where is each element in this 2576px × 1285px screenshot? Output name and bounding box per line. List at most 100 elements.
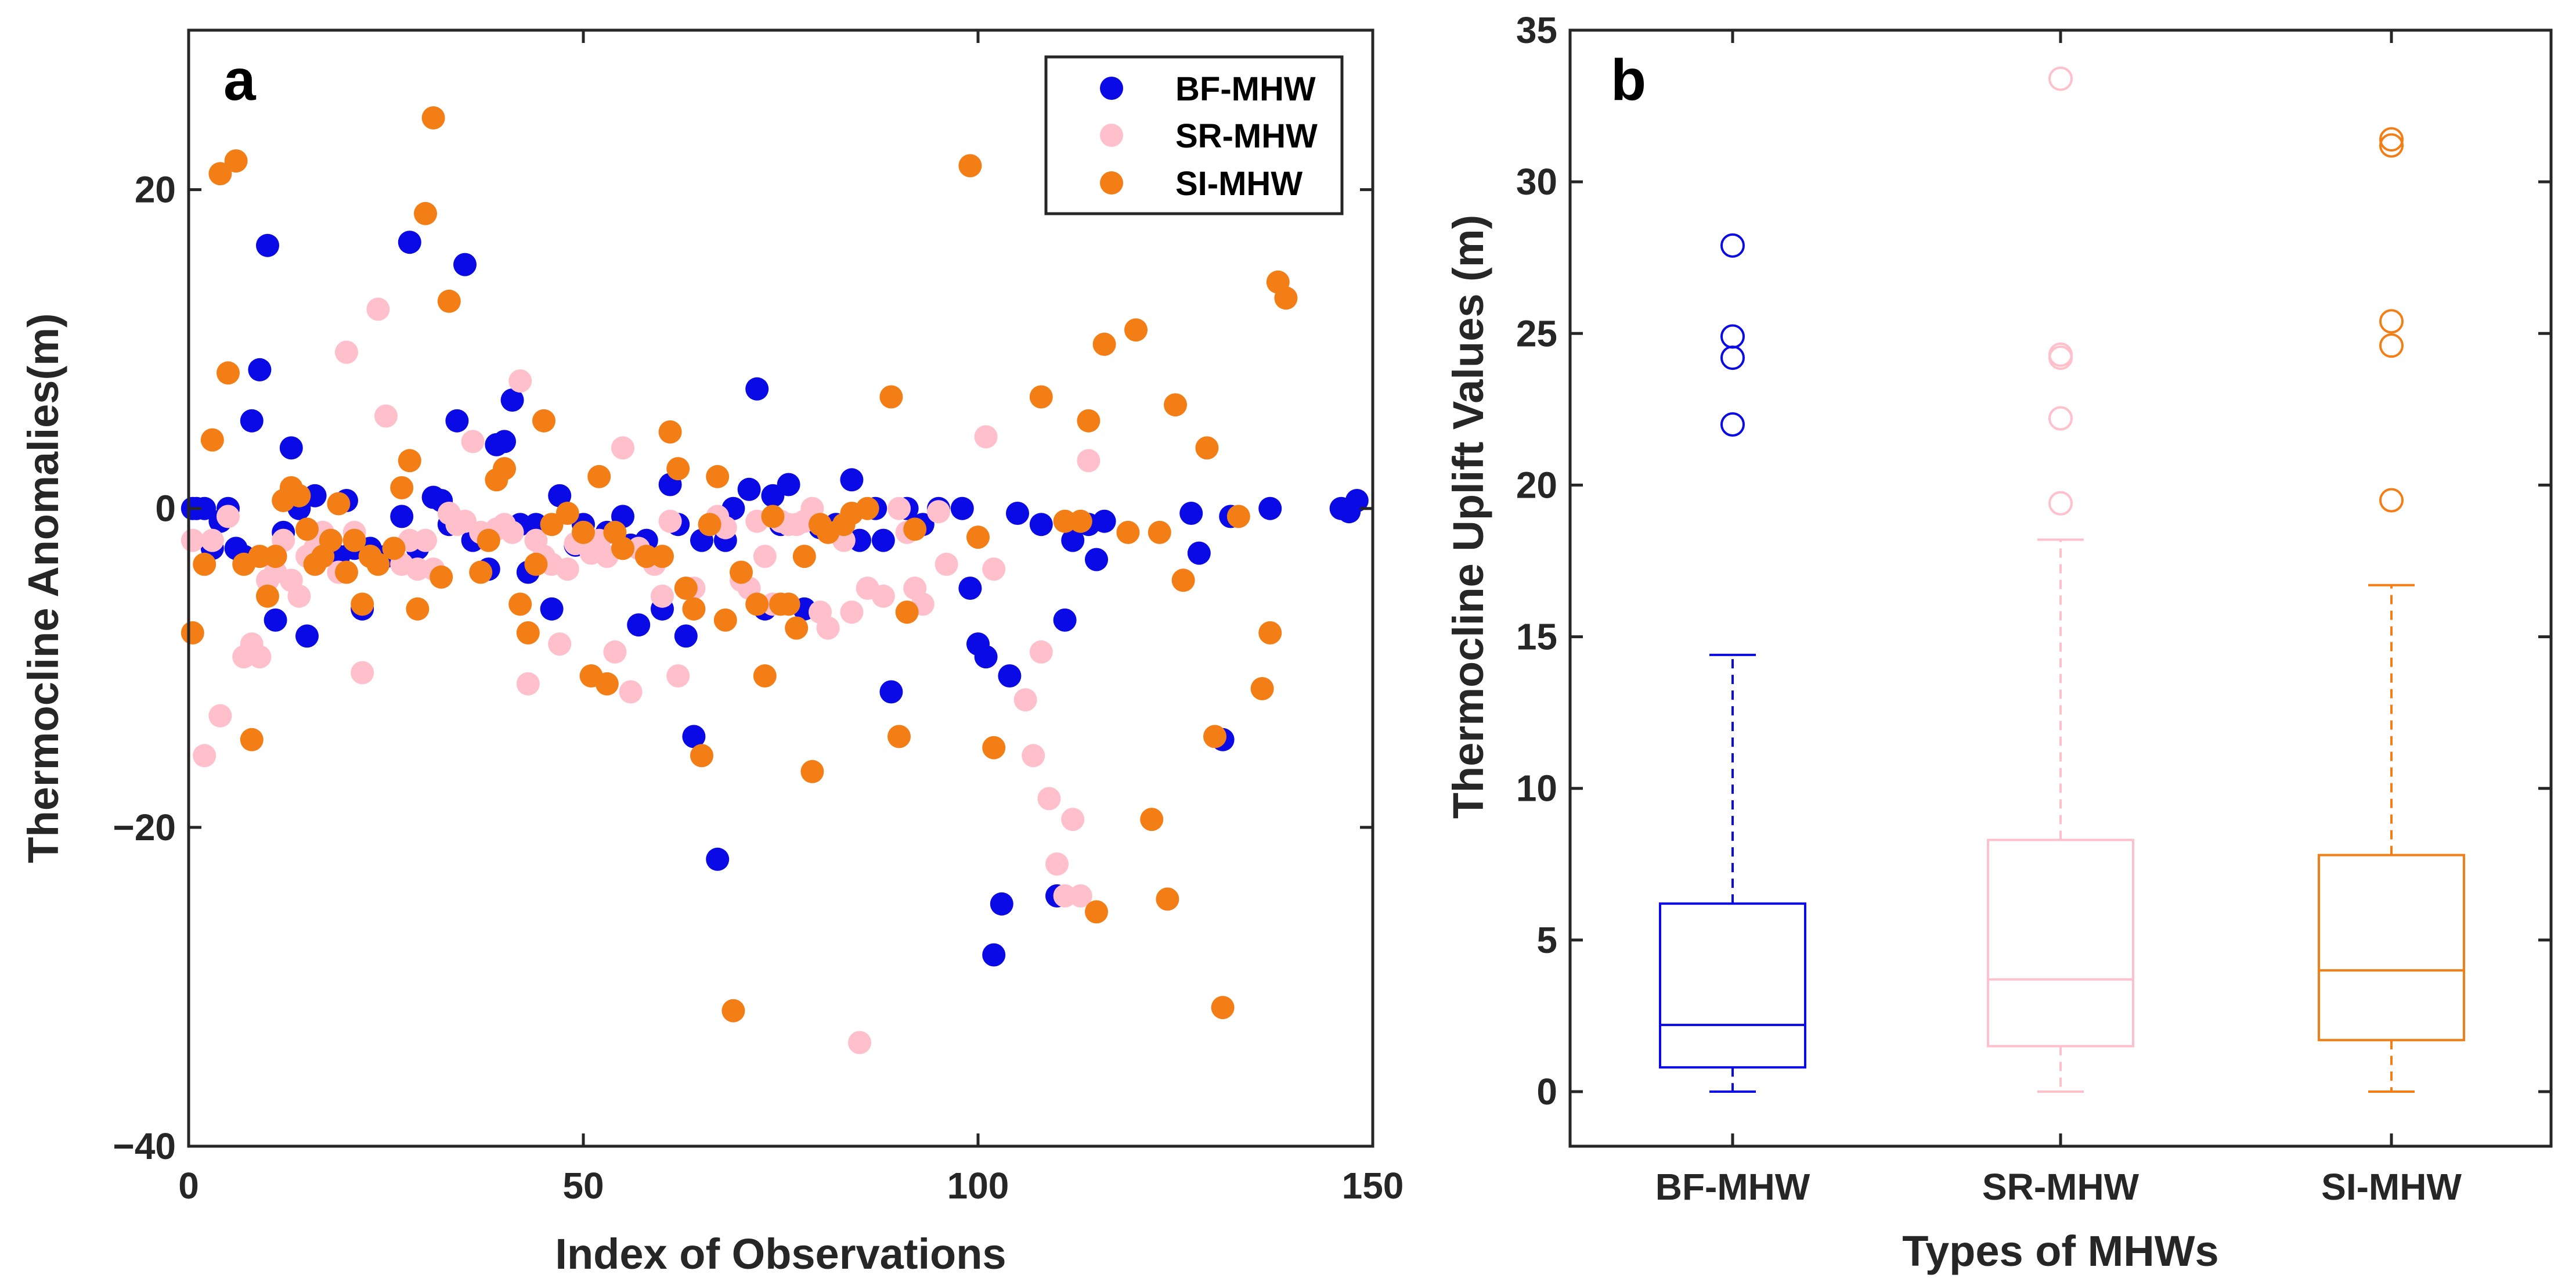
point-bf-mhw-32 — [453, 253, 477, 276]
point-bf-mhw-93 — [1187, 541, 1211, 565]
scatter-x-axis-label: Index of Observations — [555, 1230, 1006, 1278]
outlier-si-mhw-1 — [2379, 333, 2404, 358]
point-si-mhw-90 — [1156, 887, 1179, 911]
point-sr-mhw-83 — [887, 496, 911, 520]
point-bf-mhw-99 — [1345, 489, 1369, 512]
box-si-mhw — [2318, 854, 2465, 1042]
y-tick-label-20: 20 — [135, 169, 176, 211]
point-si-mhw-24 — [382, 537, 406, 560]
point-si-mhw-13 — [287, 484, 311, 507]
legend-marker-sr-mhw — [1100, 124, 1123, 147]
point-si-mhw-61 — [753, 664, 777, 688]
point-bf-mhw-72 — [871, 528, 895, 552]
point-sr-mhw-53 — [619, 680, 643, 704]
scatter-axis-ticks: 0 50 100 150 −40 −20 0 20 — [113, 30, 1404, 1207]
point-si-mhw-98 — [1258, 621, 1282, 645]
box-bf-mhw — [1659, 902, 1806, 1069]
point-sr-mhw-82 — [871, 584, 895, 608]
point-sr-mhw-20 — [351, 661, 374, 685]
point-si-mhw-25 — [390, 476, 414, 499]
point-sr-mhw-87 — [927, 500, 950, 524]
point-si-mhw-62 — [761, 505, 785, 528]
b-y-tick-label-35: 35 — [1516, 9, 1557, 51]
x-tick-label-50: 50 — [562, 1165, 604, 1207]
point-bf-mhw-9 — [248, 358, 272, 381]
point-sr-mhw-44 — [548, 632, 572, 656]
point-sr-mhw-89 — [974, 425, 998, 449]
point-sr-mhw-80 — [848, 1031, 871, 1054]
point-bf-mhw-36 — [493, 430, 516, 453]
point-si-mhw-21 — [351, 592, 374, 616]
point-si-mhw-89 — [1148, 520, 1171, 544]
point-si-mhw-91 — [1164, 393, 1187, 417]
legend-box — [1044, 55, 1344, 215]
point-si-mhw-38 — [524, 552, 548, 576]
point-si-mhw-7 — [240, 728, 264, 751]
point-si-mhw-92 — [1171, 568, 1195, 592]
scatter-plot-frame — [187, 28, 1374, 1148]
point-si-mhw-75 — [895, 600, 919, 624]
point-sr-mhw-90 — [982, 557, 1006, 581]
point-bf-mhw-11 — [264, 608, 287, 632]
point-bf-mhw-91 — [1092, 509, 1116, 533]
outlier-sr-mhw-4 — [2048, 66, 2073, 91]
point-sr-mhw-88 — [935, 552, 958, 576]
point-si-mhw-37 — [516, 621, 540, 645]
point-sr-mhw-18 — [335, 340, 358, 364]
point-si-mhw-26 — [398, 449, 421, 473]
point-si-mhw-52 — [674, 577, 698, 600]
point-si-mhw-58 — [721, 999, 745, 1023]
point-si-mhw-57 — [713, 608, 737, 632]
point-si-mhw-39 — [532, 409, 555, 433]
point-sr-mhw-2 — [200, 528, 224, 552]
point-si-mhw-64 — [777, 592, 800, 616]
outlier-bf-mhw-0 — [1720, 412, 1745, 437]
point-si-mhw-42 — [572, 520, 595, 544]
point-sr-mhw-93 — [1029, 640, 1053, 664]
point-sr-mhw-22 — [366, 297, 390, 321]
point-si-mhw-14 — [295, 517, 319, 541]
point-si-mhw-93 — [1195, 436, 1219, 460]
point-sr-mhw-39 — [508, 369, 532, 393]
point-si-mhw-28 — [414, 201, 437, 225]
point-sr-mhw-76 — [816, 616, 840, 640]
point-sr-mhw-59 — [666, 664, 690, 688]
point-sr-mhw-45 — [555, 557, 579, 581]
point-bf-mhw-41 — [540, 597, 564, 621]
point-si-mhw-53 — [682, 597, 706, 621]
point-sr-mhw-95 — [1045, 852, 1069, 876]
point-si-mhw-10 — [264, 545, 287, 568]
point-si-mhw-17 — [319, 528, 342, 552]
point-si-mhw-3 — [208, 162, 232, 186]
point-si-mhw-84 — [1085, 900, 1108, 924]
x-tick-label-100: 100 — [947, 1165, 1009, 1207]
point-si-mhw-2 — [200, 428, 224, 452]
point-si-mhw-44 — [587, 465, 611, 488]
point-si-mhw-31 — [437, 289, 461, 313]
outlier-sr-mhw-3 — [2048, 342, 2073, 367]
point-bf-mhw-8 — [240, 409, 264, 433]
point-si-mhw-96 — [1226, 505, 1250, 528]
point-bf-mhw-83 — [998, 664, 1022, 688]
point-bf-mhw-31 — [445, 409, 469, 433]
point-sr-mhw-1 — [193, 744, 217, 768]
point-si-mhw-33 — [477, 528, 500, 552]
legend-label-bf-mhw: BF-MHW — [1175, 70, 1316, 108]
point-si-mhw-36 — [508, 592, 532, 616]
box-x-axis-label: Types of MHWs — [1902, 1227, 2218, 1275]
point-si-mhw-67 — [800, 760, 824, 783]
x-tick-label-0: 0 — [178, 1165, 199, 1207]
point-sr-mhw-0 — [181, 528, 204, 552]
point-si-mhw-45 — [595, 672, 619, 696]
point-bf-mhw-55 — [682, 725, 706, 748]
point-bf-mhw-37 — [500, 388, 524, 412]
point-si-mhw-66 — [792, 545, 816, 568]
point-bf-mhw-42 — [548, 484, 572, 507]
point-si-mhw-49 — [651, 545, 674, 568]
outlier-sr-mhw-1 — [2048, 406, 2073, 431]
point-si-mhw-56 — [706, 465, 730, 488]
y-tick-label--20: −20 — [113, 807, 176, 848]
point-sr-mhw-58 — [658, 509, 682, 533]
point-si-mhw-95 — [1211, 996, 1235, 1020]
point-si-mhw-50 — [658, 420, 682, 444]
